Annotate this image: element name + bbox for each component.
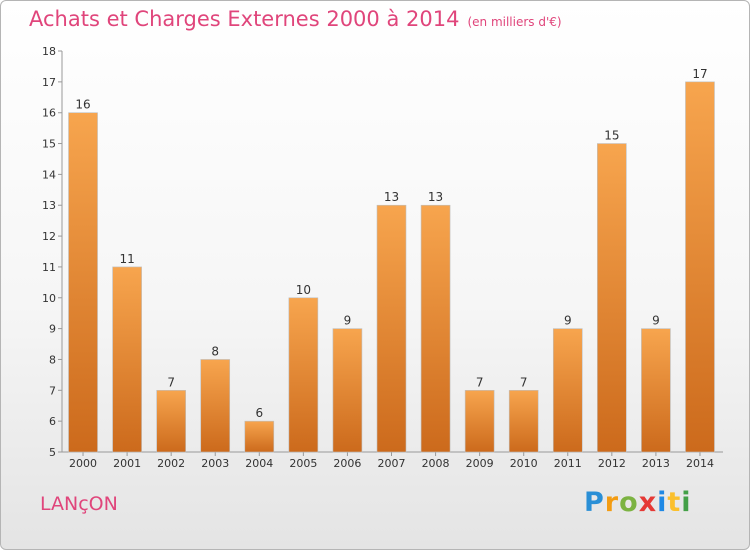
y-tick-label: 16 xyxy=(42,107,56,120)
logo-letter: o xyxy=(619,487,639,518)
logo-letter: i xyxy=(681,487,692,518)
bar-value-label: 17 xyxy=(692,67,707,81)
logo-letter: x xyxy=(638,487,658,518)
bar-value-label: 7 xyxy=(520,375,528,389)
logo-letter: P xyxy=(584,487,605,518)
bar xyxy=(420,204,451,453)
x-tick-label: 2001 xyxy=(113,457,141,470)
bar xyxy=(68,112,98,453)
x-tick-label: 2002 xyxy=(157,457,185,470)
bar-value-label: 16 xyxy=(75,98,90,112)
x-tick-label: 2013 xyxy=(642,457,670,470)
x-tick-label: 2000 xyxy=(69,457,97,470)
bar-value-label: 15 xyxy=(604,129,619,143)
x-tick-label: 2006 xyxy=(333,457,361,470)
bar xyxy=(685,81,715,453)
y-tick-label: 6 xyxy=(49,415,56,428)
x-tick-label: 2005 xyxy=(289,457,317,470)
x-tick-label: 2004 xyxy=(245,457,273,470)
bar xyxy=(552,328,583,453)
x-tick-label: 2014 xyxy=(686,457,714,470)
bar-value-label: 8 xyxy=(211,344,219,358)
bar xyxy=(288,297,319,453)
proxiti-logo: Proxiti xyxy=(584,487,692,518)
y-tick-label: 9 xyxy=(49,323,56,336)
y-tick-label: 14 xyxy=(42,168,56,181)
x-tick-label: 2012 xyxy=(598,457,626,470)
bar-value-label: 9 xyxy=(652,314,660,328)
y-tick-label: 12 xyxy=(42,230,56,243)
y-tick-label: 10 xyxy=(42,292,56,305)
bar xyxy=(376,204,407,453)
logo-letter: r xyxy=(604,487,620,518)
commune-name: LANçON xyxy=(40,493,118,515)
y-tick-label: 13 xyxy=(42,199,56,212)
bar xyxy=(200,359,231,453)
bar xyxy=(641,328,671,453)
bar-value-label: 6 xyxy=(255,406,263,420)
bar-value-label: 13 xyxy=(428,190,443,204)
y-tick-label: 11 xyxy=(42,261,56,274)
x-tick-label: 2011 xyxy=(554,457,582,470)
x-tick-label: 2009 xyxy=(466,457,494,470)
chart-title: Achats et Charges Externes 2000 à 2014 (e… xyxy=(29,7,562,31)
y-tick-label: 17 xyxy=(42,76,56,89)
bar xyxy=(464,390,495,453)
y-tick-label: 8 xyxy=(49,353,56,366)
bar-value-label: 7 xyxy=(476,375,484,389)
chart-bars: 16 11 7 8 6 10 9 13 13 7 7 9 15 9 17 xyxy=(68,67,715,453)
bar-value-label: 10 xyxy=(296,283,311,297)
chart-subtitle: (en milliers d'€) xyxy=(467,15,562,29)
bar-value-label: 13 xyxy=(384,190,399,204)
bar-value-label: 9 xyxy=(564,314,572,328)
x-tick-label: 2008 xyxy=(422,457,450,470)
bar xyxy=(244,420,275,453)
bar-value-label: 9 xyxy=(344,314,352,328)
bar xyxy=(597,143,627,453)
chart-axes: 5 6 7 8 9 10 11 12 13 14 15 16 17 18 2000 2001 2002 2003 2… xyxy=(42,45,723,470)
logo-letter: i xyxy=(657,487,668,518)
y-tick-label: 15 xyxy=(42,138,56,151)
bar-value-label: 7 xyxy=(167,375,175,389)
x-tick-label: 2007 xyxy=(378,457,406,470)
bar-value-label: 11 xyxy=(119,252,134,266)
x-tick-label: 2010 xyxy=(510,457,538,470)
bar xyxy=(508,390,539,453)
logo-letter: t xyxy=(667,487,682,518)
bar xyxy=(332,328,363,453)
bar xyxy=(156,390,186,453)
bar xyxy=(112,266,142,453)
chart-title-text: Achats et Charges Externes 2000 à 2014 xyxy=(29,7,460,31)
x-tick-label: 2003 xyxy=(201,457,229,470)
y-tick-label: 18 xyxy=(42,45,56,58)
y-tick-label: 7 xyxy=(49,384,56,397)
y-tick-label: 5 xyxy=(49,446,56,459)
